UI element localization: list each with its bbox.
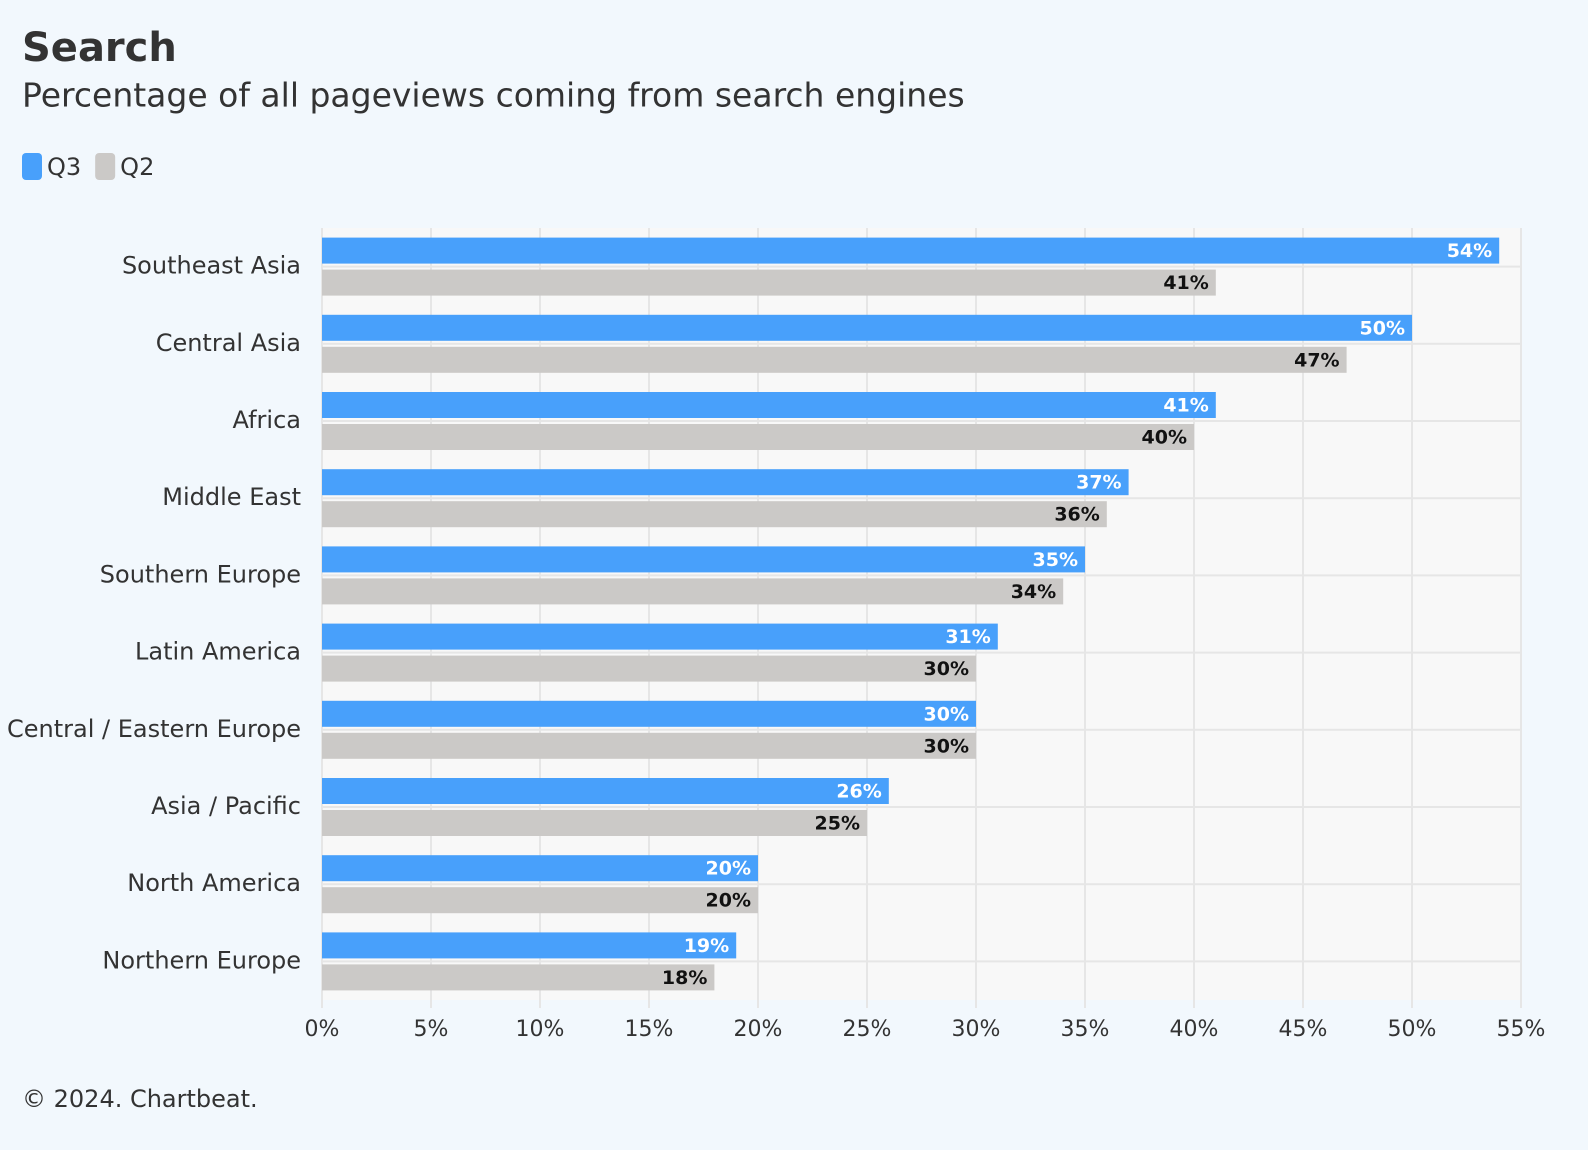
- x-tick-label: 20%: [734, 1017, 783, 1042]
- data-label: 25%: [815, 813, 860, 835]
- data-label: 50%: [1360, 317, 1405, 339]
- bar: [322, 392, 1216, 418]
- data-label: 37%: [1076, 472, 1121, 494]
- data-label: 20%: [706, 890, 751, 912]
- bar: [322, 346, 1347, 373]
- y-tick-label: North America: [127, 869, 301, 897]
- y-tick-label: Latin America: [135, 638, 301, 666]
- x-tick-label: 55%: [1497, 1017, 1546, 1042]
- data-label: 35%: [1033, 549, 1078, 571]
- bar: [322, 810, 867, 836]
- chart-subtitle: Percentage of all pageviews coming from …: [22, 76, 965, 115]
- x-tick-label: 30%: [952, 1017, 1001, 1042]
- bar: [322, 237, 1500, 264]
- data-label: 20%: [706, 858, 751, 880]
- bar: [322, 700, 976, 727]
- data-label: 47%: [1294, 349, 1339, 371]
- data-label: 54%: [1447, 240, 1492, 262]
- bar: [322, 314, 1412, 341]
- y-tick-label: Southeast Asia: [122, 252, 301, 280]
- bar: [322, 778, 889, 804]
- y-tick-label: Central Asia: [156, 329, 301, 357]
- y-tick-label: Africa: [233, 406, 301, 434]
- bar: [322, 655, 976, 682]
- x-tick-label: 45%: [1279, 1017, 1328, 1042]
- data-label: 30%: [924, 703, 969, 725]
- legend-swatch: [22, 153, 42, 180]
- bar: [322, 578, 1064, 605]
- data-label: 26%: [836, 781, 881, 803]
- data-label: 34%: [1011, 581, 1056, 603]
- y-tick-label: Asia / Pacific: [151, 792, 301, 820]
- y-tick-label: Northern Europe: [102, 946, 301, 974]
- bar: [322, 469, 1129, 496]
- y-tick-label: Central / Eastern Europe: [7, 715, 301, 743]
- x-tick-label: 50%: [1388, 1017, 1437, 1042]
- bar: [322, 964, 715, 991]
- x-tick-label: 35%: [1061, 1017, 1110, 1042]
- y-tick-label: Southern Europe: [100, 560, 301, 588]
- data-label: 41%: [1163, 395, 1208, 417]
- legend-swatch: [95, 153, 116, 180]
- data-label: 31%: [945, 626, 990, 648]
- x-tick-label: 40%: [1170, 1017, 1219, 1042]
- data-label: 36%: [1054, 504, 1099, 526]
- x-tick-label: 15%: [625, 1017, 674, 1042]
- data-label: 41%: [1163, 272, 1208, 294]
- bar: [322, 501, 1107, 528]
- bar: [322, 732, 976, 759]
- x-tick-label: 25%: [843, 1017, 892, 1042]
- bar: [322, 855, 758, 882]
- legend-label: Q3: [47, 153, 81, 181]
- x-tick-label: 5%: [414, 1017, 449, 1042]
- bar: [322, 623, 998, 650]
- chart-title: Search: [22, 25, 177, 71]
- data-label: 19%: [684, 935, 729, 957]
- bar: [322, 269, 1216, 296]
- x-tick-label: 0%: [305, 1017, 340, 1042]
- data-label: 30%: [924, 658, 969, 680]
- x-tick-label: 10%: [516, 1017, 565, 1042]
- bar: [322, 932, 737, 959]
- y-tick-label: Middle East: [162, 483, 301, 511]
- data-label: 30%: [924, 735, 969, 757]
- legend-label: Q2: [120, 153, 154, 181]
- bar: [322, 424, 1194, 450]
- bar: [322, 546, 1085, 573]
- data-label: 40%: [1142, 427, 1187, 449]
- data-label: 18%: [662, 967, 707, 989]
- source: © 2024. Chartbeat.: [22, 1085, 258, 1113]
- bar: [322, 887, 758, 914]
